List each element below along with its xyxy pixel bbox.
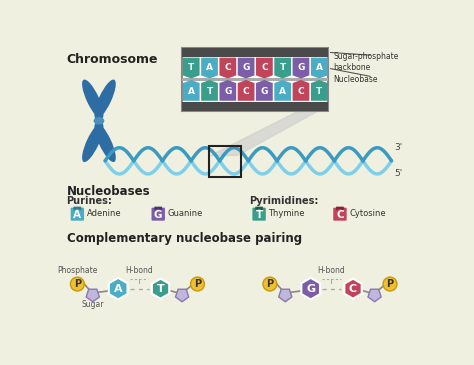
Polygon shape	[219, 58, 236, 78]
Text: P: P	[74, 279, 81, 289]
Circle shape	[191, 277, 204, 291]
Text: T: T	[188, 63, 194, 72]
Polygon shape	[201, 58, 218, 78]
Bar	[182, 101, 328, 111]
Polygon shape	[311, 58, 328, 78]
Text: G: G	[154, 210, 163, 220]
Text: G: G	[261, 87, 268, 96]
Polygon shape	[311, 80, 328, 101]
Text: Cytosine: Cytosine	[349, 210, 386, 219]
Text: 3': 3'	[395, 143, 403, 152]
Text: Complementary nucleobase pairing: Complementary nucleobase pairing	[66, 233, 302, 245]
Polygon shape	[336, 207, 344, 211]
Text: Chromosome: Chromosome	[66, 53, 158, 66]
Text: A: A	[316, 63, 323, 72]
FancyBboxPatch shape	[182, 48, 328, 111]
Ellipse shape	[94, 80, 116, 119]
Bar	[182, 48, 328, 57]
Polygon shape	[155, 207, 162, 211]
Polygon shape	[183, 80, 200, 101]
Polygon shape	[238, 58, 255, 78]
Text: Guanine: Guanine	[167, 210, 203, 219]
Text: H-bond: H-bond	[318, 266, 346, 275]
Text: Phosphate: Phosphate	[57, 266, 98, 275]
Polygon shape	[109, 278, 128, 299]
Text: C: C	[261, 63, 268, 72]
Polygon shape	[292, 80, 310, 101]
Bar	[182, 78, 328, 81]
Text: T: T	[280, 63, 286, 72]
Ellipse shape	[82, 123, 103, 162]
Circle shape	[263, 277, 277, 291]
Ellipse shape	[93, 117, 104, 125]
Circle shape	[71, 277, 84, 291]
Text: Adenine: Adenine	[87, 210, 121, 219]
Polygon shape	[368, 289, 381, 302]
Text: Nucleobase: Nucleobase	[333, 74, 377, 84]
Polygon shape	[256, 80, 273, 101]
Text: T: T	[255, 210, 263, 220]
Text: A: A	[188, 87, 195, 96]
Text: G: G	[306, 284, 315, 294]
Text: Purines:: Purines:	[66, 196, 112, 206]
Text: G: G	[297, 63, 305, 72]
Text: Sugar-phosphate
backbone: Sugar-phosphate backbone	[333, 52, 398, 72]
Polygon shape	[201, 80, 218, 101]
Text: A: A	[279, 87, 286, 96]
Circle shape	[383, 277, 397, 291]
Polygon shape	[292, 58, 310, 78]
Text: A: A	[114, 284, 122, 294]
Text: P: P	[266, 279, 273, 289]
Text: G: G	[224, 87, 231, 96]
Polygon shape	[86, 289, 100, 302]
Text: A: A	[73, 210, 82, 220]
Ellipse shape	[94, 123, 116, 162]
Polygon shape	[238, 80, 255, 101]
Polygon shape	[274, 80, 291, 101]
Polygon shape	[219, 80, 236, 101]
FancyBboxPatch shape	[152, 208, 165, 221]
Text: Sugar: Sugar	[82, 300, 104, 309]
Text: C: C	[225, 63, 231, 72]
Polygon shape	[175, 289, 189, 302]
Polygon shape	[279, 289, 292, 302]
Text: H-bond: H-bond	[125, 266, 153, 275]
Text: T: T	[206, 87, 213, 96]
FancyBboxPatch shape	[252, 208, 266, 221]
FancyBboxPatch shape	[71, 208, 84, 221]
Polygon shape	[73, 207, 81, 211]
Text: Thymine: Thymine	[268, 210, 305, 219]
Text: P: P	[194, 279, 201, 289]
Ellipse shape	[82, 80, 103, 119]
Polygon shape	[345, 278, 362, 299]
Text: T: T	[316, 87, 322, 96]
Polygon shape	[152, 278, 169, 299]
Text: C: C	[336, 210, 344, 220]
Polygon shape	[255, 207, 263, 211]
Text: C: C	[243, 87, 249, 96]
Polygon shape	[274, 58, 291, 78]
Text: C: C	[298, 87, 304, 96]
Text: C: C	[349, 284, 357, 294]
Polygon shape	[256, 58, 273, 78]
Text: Pyrimidines:: Pyrimidines:	[249, 196, 319, 206]
Text: G: G	[242, 63, 250, 72]
FancyBboxPatch shape	[333, 208, 346, 221]
Bar	[209, 146, 241, 177]
Text: 5': 5'	[395, 169, 403, 178]
Text: T: T	[157, 284, 164, 294]
Polygon shape	[183, 58, 200, 78]
Polygon shape	[210, 111, 319, 155]
Text: Nucleobases: Nucleobases	[66, 185, 150, 198]
Polygon shape	[301, 278, 320, 299]
Text: A: A	[206, 63, 213, 72]
Text: P: P	[386, 279, 393, 289]
